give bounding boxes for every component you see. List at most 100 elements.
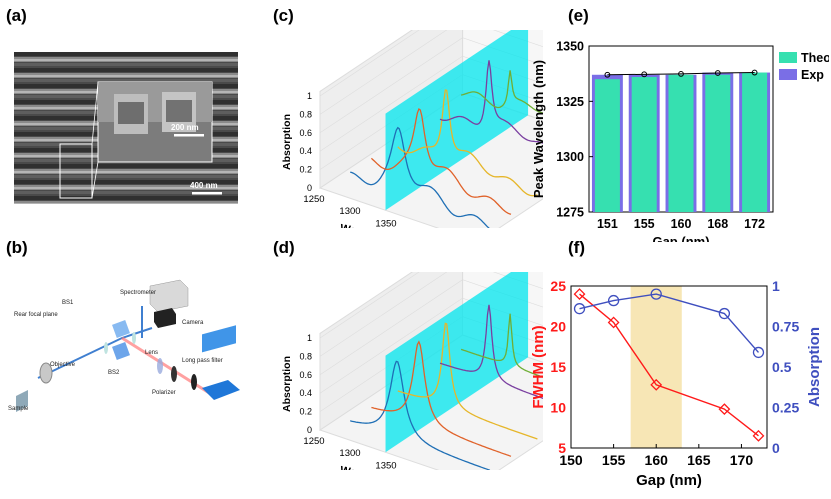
z-tick-label: 0.8: [299, 109, 312, 119]
absorption-marker: [718, 307, 731, 320]
panel-label-c: (c): [273, 6, 294, 25]
fwhm-line: [579, 293, 759, 437]
x-tick-label: 155: [634, 217, 655, 231]
y-tick-label: 5: [558, 440, 566, 456]
z-tick-label: 0.2: [299, 407, 312, 417]
plot-area: [570, 285, 768, 449]
inset-scale-label: 200 nm: [171, 123, 199, 132]
panel-label-a: (a): [6, 6, 27, 25]
z-tick-label: 0.2: [299, 165, 312, 175]
main-scale-label: 400 nm: [190, 181, 218, 190]
bar-theo: [668, 74, 694, 212]
long-pass-filter-icon: [191, 374, 197, 390]
trend-marker: [678, 70, 684, 77]
z-tick-label: 0.4: [299, 388, 312, 398]
bar-theo: [631, 76, 657, 212]
series-line-gap-151: [350, 360, 491, 470]
y-tick-label: 10: [550, 400, 566, 416]
chart-f-fwhm-absorption: 150 155 160 165 170 5 10 15 20 25 0 0.25 0.5 0.75 1 Gap…: [530, 278, 823, 489]
series-line-gap-160: [397, 322, 538, 440]
legend-swatch-exp: [779, 69, 797, 80]
z-tick-label: 0.4: [299, 146, 312, 156]
y2-axis-label: Absorption: [806, 327, 823, 407]
label-bs2: BS2: [108, 370, 120, 376]
x-axis-label: Gap (nm): [652, 234, 709, 242]
x-tick-label: 1350: [375, 218, 396, 228]
y2-tick-label: 1: [772, 278, 780, 294]
series-line-gap-172: [460, 70, 543, 114]
x-tick-label: 160: [671, 217, 692, 231]
x-tick-label: 155: [602, 452, 626, 468]
laser-icon: [202, 380, 240, 400]
bar-theo: [705, 74, 731, 212]
series-line-gap-160: [397, 89, 538, 197]
series-line-gap-155: [370, 107, 512, 215]
x-tick-label: 1300: [339, 206, 360, 217]
y2-tick-label: 0: [772, 440, 780, 456]
y-tick-label: 1325: [556, 95, 584, 109]
y-axis-label: FWHM (nm): [530, 325, 547, 408]
z-gridline: [319, 297, 543, 394]
panel-label-b: (b): [6, 238, 28, 257]
z-gridline: [319, 272, 543, 357]
spectrometer-icon: [149, 279, 189, 313]
x-tick-label: 165: [687, 452, 711, 468]
bar-theo: [594, 79, 620, 212]
x-tick-label: 168: [707, 217, 728, 231]
z-gridline: [319, 30, 420, 97]
x-tick-label: 150: [559, 452, 583, 468]
x-axis-label: Gap (nm): [636, 472, 702, 489]
series-line-gap-168: [439, 60, 543, 144]
highlight-band: [630, 286, 682, 448]
label-camera: Camera: [182, 320, 204, 326]
fwhm-marker: [718, 403, 731, 416]
x-tick-label: 151: [597, 217, 618, 231]
chart-d-3d-absorption: 00.20.40.60.8112501300135014001450150160…: [281, 272, 543, 470]
label-rear-focal-plane: Rear focal plane: [14, 312, 58, 318]
fwhm-marker: [650, 378, 663, 391]
absorption-marker: [607, 294, 620, 307]
series-line-gap-151: [350, 126, 490, 228]
series-line-gap-168: [439, 304, 543, 399]
z-tick-label: 0.6: [299, 128, 312, 138]
x-tick-label: 160: [645, 452, 669, 468]
y2-tick-label: 0.25: [772, 400, 799, 416]
z-tick-label: 0.8: [299, 351, 312, 361]
z-gridline: [319, 30, 543, 115]
panel-label-f: (f): [568, 238, 585, 257]
z-tick-label: 1: [307, 91, 312, 101]
resonance-plane: [385, 272, 529, 453]
y2-tick-label: 0.5: [772, 359, 792, 375]
trend-marker: [641, 71, 648, 78]
panel-label-e: (e): [568, 6, 589, 25]
x-tick-label: 1250: [303, 194, 324, 205]
z-tick-label: 0: [307, 183, 312, 193]
y-tick-label: 1350: [556, 40, 584, 54]
x-tick-label: 1350: [375, 460, 396, 470]
x-tick-label: 172: [744, 217, 765, 231]
legend-label-exp: Exp: [801, 68, 824, 82]
z-axis-label: Absorption: [281, 356, 293, 412]
z-tick-label: 0: [307, 425, 312, 435]
y-tick-label: 20: [550, 319, 566, 335]
z-tick-label: 1: [307, 333, 312, 343]
camera-icon: [154, 308, 176, 328]
z-gridline: [319, 279, 543, 376]
label-long-pass-filter: Long pass filter: [182, 358, 223, 364]
polarizer-icon: [171, 366, 177, 382]
label-sample: Sample: [8, 406, 29, 412]
y-tick-label: 15: [550, 359, 566, 375]
z-tick-label: 0.6: [299, 370, 312, 380]
objective-icon: [39, 362, 53, 384]
panel-label-d: (d): [273, 238, 295, 257]
bs1-cube: [112, 320, 130, 338]
trend-marker: [714, 70, 721, 76]
absorption-line: [579, 293, 760, 353]
trend-marker: [751, 69, 758, 76]
x-tick-label: 170: [730, 452, 754, 468]
chart-c-3d-absorption: 00.20.40.60.8112501300135014001450150160…: [281, 30, 543, 228]
x-tick-label: 1300: [339, 448, 360, 459]
sem-image: 200 nm 400 nm: [14, 52, 238, 204]
label-objective: Objective: [50, 362, 76, 368]
y2-tick-label: 0.75: [772, 319, 799, 335]
